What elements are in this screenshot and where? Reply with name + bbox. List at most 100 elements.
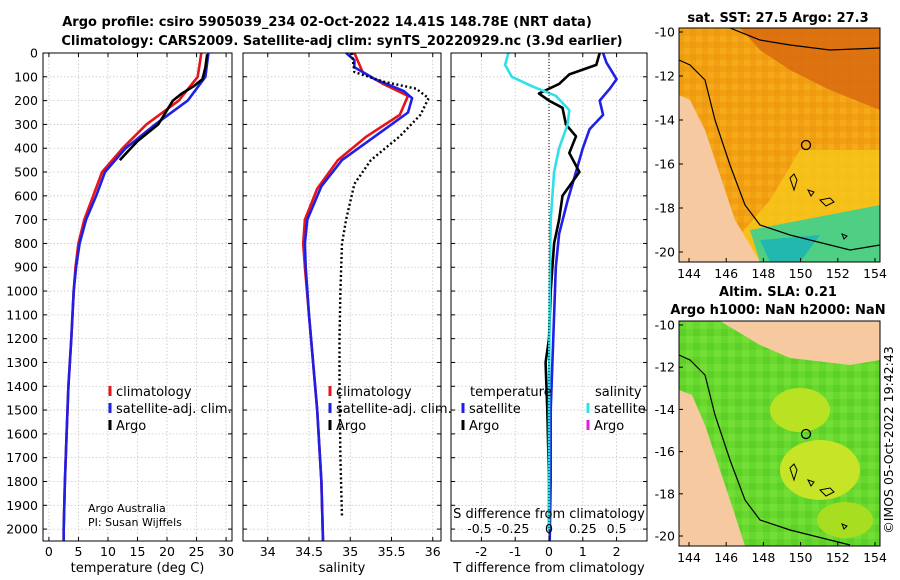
legend-title-salinity: salinity <box>595 385 642 400</box>
sst-contour <box>679 59 880 251</box>
map-x-tick-label: 150 <box>789 266 813 281</box>
legend-label: Argo <box>336 419 366 434</box>
x-tick-label: 34 <box>260 544 276 559</box>
series-salinity-satellite <box>503 52 571 530</box>
y-tick-label: 1500 <box>6 403 38 418</box>
y-tick-label: 900 <box>14 260 38 275</box>
top-x-tick-label: 0.5 <box>607 521 627 536</box>
x-tick-label: 5 <box>74 544 82 559</box>
series-temperature-satellite <box>548 52 618 542</box>
legend-label: climatology <box>336 385 412 400</box>
x-tick-label: 10 <box>100 544 116 559</box>
sst-frame <box>678 27 881 263</box>
sla-map-title-2: Argo h1000: NaN h2000: NaN <box>670 303 885 318</box>
sst-coast-north <box>729 28 880 51</box>
map-x-tick-label: 152 <box>826 550 850 565</box>
sst-warm-region <box>740 28 880 110</box>
x-tick-label: 35 <box>342 544 358 559</box>
map-x-tick-label: 148 <box>751 266 775 281</box>
map-x-tick-label: 144 <box>677 550 701 565</box>
sla-ticks: 144 146 148 150 152 154 -10 -12 -14 -16 -18 -20 <box>655 318 887 566</box>
y-tick-label: 1200 <box>6 331 38 346</box>
y-tick-label: 1700 <box>6 450 38 465</box>
top-x-axis-label: S difference from climatology <box>453 507 645 522</box>
legend-label: satellite <box>594 402 646 417</box>
watermark: ©IMOS 05-Oct-2022 19:42:43 <box>881 346 896 534</box>
map-x-tick-label: 154 <box>863 550 887 565</box>
series-climatology <box>301 52 410 542</box>
x-tick-label: 1 <box>579 544 587 559</box>
series-temperature-argo <box>537 52 601 530</box>
temperature-panel: 0 5 10 15 20 25 30 temperature (deg C) 0 100 200 30… <box>6 46 234 577</box>
map-y-tick-label: -18 <box>655 486 675 501</box>
y-tick-label: 1400 <box>6 379 38 394</box>
map-x-tick-label: 144 <box>677 266 701 281</box>
x-tick-label: 2 <box>613 544 621 559</box>
x-tick-label: 35.5 <box>378 544 406 559</box>
series-satellite-adj-clim- <box>303 52 414 542</box>
y-tick-label: 600 <box>14 188 38 203</box>
axes-frame <box>242 52 442 542</box>
y-tick-label: 1300 <box>6 355 38 370</box>
sst-ticks: 144 146 148 150 152 154 -10 -12 -14 -16 -18 -20 <box>655 25 887 282</box>
legend-label: satellite-adj. clim. <box>336 402 452 417</box>
y-tick-label: 700 <box>14 212 38 227</box>
map-y-tick-label: -18 <box>655 201 675 216</box>
series-argo <box>118 54 209 161</box>
sla-argo-position <box>800 428 812 440</box>
sla-land-north <box>679 321 880 365</box>
credit-line-1: Argo Australia <box>88 502 166 515</box>
map-y-tick-label: -14 <box>655 113 675 128</box>
y-tick-label: 200 <box>14 93 38 108</box>
map-y-tick-label: -16 <box>655 157 675 172</box>
top-x-tick-label: -0.25 <box>497 521 529 536</box>
y-tick-label: 100 <box>14 69 38 84</box>
legend-label: satellite-adj. clim. <box>116 402 232 417</box>
map-y-tick-label: -10 <box>655 318 675 333</box>
map-x-tick-label: 154 <box>863 266 887 281</box>
legend-title-temperature: temperature <box>470 385 552 400</box>
sla-frame <box>678 320 881 547</box>
sst-reefs <box>789 173 848 240</box>
x-tick-label: 0 <box>45 544 53 559</box>
x-tick-label: 15 <box>130 544 146 559</box>
x-axis-label: salinity <box>319 561 366 576</box>
map-x-tick-label: 146 <box>714 550 738 565</box>
y-tick-label: 1000 <box>6 284 38 299</box>
sst-land <box>679 95 760 262</box>
top-x-tick-label: -0.5 <box>467 521 491 536</box>
sla-reefs <box>789 463 848 530</box>
x-tick-label: 0 <box>545 544 553 559</box>
x-tick-label: 34.5 <box>295 544 323 559</box>
y-tick-label: 1800 <box>6 474 38 489</box>
legend-label: Argo <box>116 419 146 434</box>
sla-high-2 <box>780 440 860 500</box>
series-climatology <box>62 52 203 541</box>
x-tick-label: -2 <box>475 544 487 559</box>
map-y-tick-label: -20 <box>655 245 675 260</box>
map-x-tick-label: 150 <box>789 550 813 565</box>
sla-high-1 <box>770 388 830 432</box>
legend-label: Argo <box>594 419 624 434</box>
sla-contour <box>679 354 851 546</box>
sla-high-3 <box>817 502 873 538</box>
title-line-2: Climatology: CARS2009. Satellite-adj cli… <box>61 34 622 49</box>
sla-map-title-1: Altim. SLA: 0.21 <box>719 285 837 300</box>
x-tick-label: 25 <box>189 544 205 559</box>
sst-argo-position <box>800 139 812 151</box>
map-y-tick-label: -12 <box>655 360 675 375</box>
y-tick-label: 0 <box>30 46 38 61</box>
x-axis-label: temperature (deg C) <box>71 561 205 576</box>
sst-map-title: sat. SST: 27.5 Argo: 27.3 <box>687 11 868 26</box>
x-axis-label: T difference from climatology <box>452 561 645 576</box>
map-y-tick-label: -10 <box>655 25 675 40</box>
x-tick-label: 30 <box>218 544 234 559</box>
map-y-tick-label: -12 <box>655 69 675 84</box>
y-tick-label: 1100 <box>6 307 38 322</box>
y-tick-label: 2000 <box>6 522 38 537</box>
map-y-tick-label: -20 <box>655 529 675 544</box>
map-y-tick-label: -14 <box>655 402 675 417</box>
map-x-tick-label: 146 <box>714 266 738 281</box>
y-tick-label: 1900 <box>6 498 38 513</box>
